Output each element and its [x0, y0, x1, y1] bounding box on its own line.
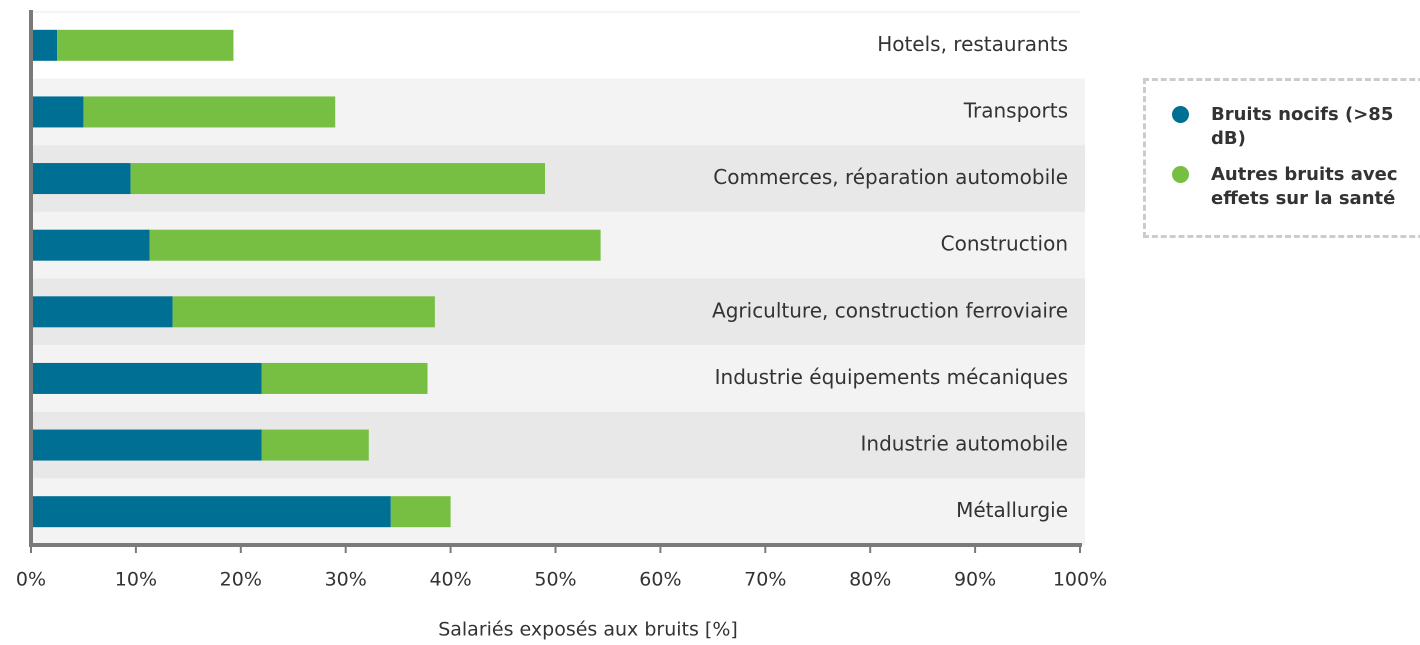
legend-item: Autres bruits avec effets sur la santé [1172, 163, 1420, 211]
category-label: Métallurgie [956, 498, 1068, 522]
bar-segment [31, 96, 84, 128]
category-label: Construction [941, 232, 1068, 256]
legend-label: Autres bruits avec effets sur la santé [1211, 164, 1398, 209]
x-tick-label: 0% [16, 569, 46, 591]
x-tick-label: 50% [534, 569, 576, 591]
bar-segment [130, 163, 546, 195]
bar-segment [31, 29, 58, 61]
x-axis-title: Salariés exposés aux bruits [%] [438, 619, 738, 641]
legend-marker [1172, 166, 1189, 183]
chart: Salariés exposés aux bruits [%] Hotels, … [16, 10, 1107, 641]
category-label: Agriculture, construction ferroviaire [712, 298, 1068, 322]
bar-segment [149, 229, 601, 261]
bar-segment [31, 229, 150, 261]
bar-segment [57, 29, 234, 61]
x-tick-label: 40% [429, 569, 471, 591]
x-tick-label: 70% [744, 569, 786, 591]
category-label: Industrie automobile [861, 432, 1069, 456]
bar-segment [31, 296, 173, 328]
bar-segment [390, 496, 451, 528]
bar-segment [172, 296, 435, 328]
category-label: Hotels, restaurants [877, 32, 1068, 56]
bar-segment [83, 96, 336, 128]
x-tick-label: 80% [849, 569, 891, 591]
x-tick-label: 30% [325, 569, 367, 591]
x-tick-label: 90% [954, 569, 996, 591]
category-label: Commerces, réparation automobile [713, 165, 1068, 189]
bar-segment [261, 362, 428, 394]
x-tick-label: 20% [220, 569, 262, 591]
category-label: Industrie équipements mécaniques [715, 365, 1068, 389]
bar-segment [31, 362, 262, 394]
legend-label: Bruits nocifs (>85 dB) [1211, 104, 1394, 149]
x-tick-label: 100% [1053, 569, 1107, 591]
x-tick-label: 10% [115, 569, 157, 591]
legend-marker [1172, 106, 1189, 123]
x-tick-label: 60% [639, 569, 681, 591]
legend: Bruits nocifs (>85 dB) Autres bruits avec… [1143, 78, 1420, 238]
bar-segment [261, 429, 369, 461]
legend-item: Bruits nocifs (>85 dB) [1172, 103, 1420, 151]
category-label: Transports [963, 98, 1068, 122]
bar-segment [31, 163, 131, 195]
bar-segment [31, 496, 391, 528]
bar-segment [31, 429, 262, 461]
